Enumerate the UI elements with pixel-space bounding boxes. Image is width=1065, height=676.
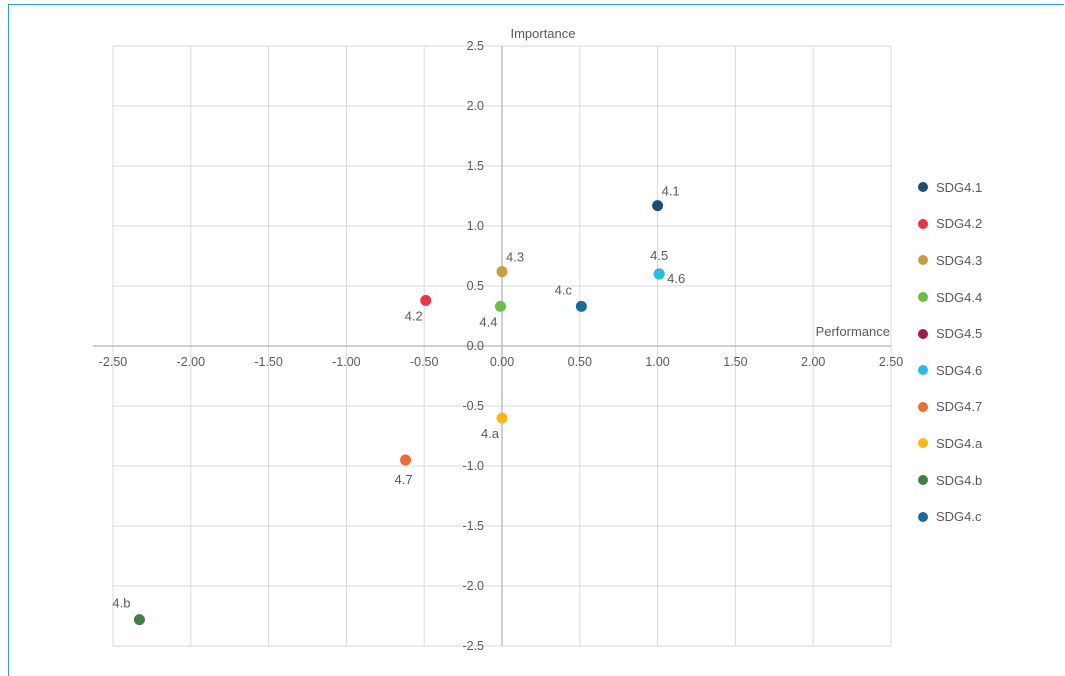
data-point-sdg4-6 bbox=[653, 268, 665, 280]
legend-item-sdg4-1: SDG4.1 bbox=[918, 169, 982, 206]
y-tick-label: 1.0 bbox=[467, 219, 484, 233]
legend-item-sdg4-4: SDG4.4 bbox=[918, 279, 982, 316]
legend-swatch bbox=[918, 438, 928, 449]
legend-label: SDG4.6 bbox=[936, 362, 983, 378]
legend-label: SDG4.c bbox=[936, 509, 982, 525]
data-point-sdg4-7 bbox=[400, 454, 412, 466]
legend-swatch bbox=[918, 511, 928, 522]
y-tick-label: -2.5 bbox=[462, 639, 484, 653]
point-label-sdg4-6: 4.6 bbox=[667, 271, 685, 286]
point-label-sdg4-b: 4.b bbox=[112, 596, 130, 611]
legend-swatch bbox=[918, 255, 928, 266]
x-tick-label: 2.50 bbox=[879, 355, 903, 369]
x-tick-label: -0.50 bbox=[410, 355, 439, 369]
point-label-sdg4-4: 4.4 bbox=[479, 314, 497, 329]
legend-swatch bbox=[918, 328, 928, 339]
axes bbox=[93, 46, 891, 646]
legend-item-sdg4-7: SDG4.7 bbox=[918, 389, 982, 426]
data-point-sdg4-1 bbox=[652, 200, 664, 212]
x-tick-label: 2.00 bbox=[801, 355, 825, 369]
chart-frame bbox=[8, 4, 1064, 676]
data-point-sdg4-3 bbox=[496, 266, 508, 278]
legend-label: SDG4.b bbox=[936, 472, 983, 488]
y-tick-label: -2.0 bbox=[462, 579, 484, 593]
data-point-sdg4-b bbox=[133, 614, 145, 626]
x-tick-label: 1.50 bbox=[723, 355, 747, 369]
point-label-sdg4-7: 4.7 bbox=[394, 472, 412, 487]
x-tick-label: -1.50 bbox=[254, 355, 283, 369]
y-tick-label: 0.0 bbox=[467, 339, 484, 353]
legend-label: SDG4.4 bbox=[936, 289, 983, 305]
legend-item-sdg4-b: SDG4.b bbox=[918, 462, 982, 499]
x-tick-label: 1.00 bbox=[645, 355, 669, 369]
legend-item-sdg4-a: SDG4.a bbox=[918, 425, 982, 462]
legend-swatch bbox=[918, 401, 928, 412]
legend-item-sdg4-3: SDG4.3 bbox=[918, 242, 982, 279]
y-axis-label: Importance bbox=[510, 26, 575, 41]
legend-swatch bbox=[918, 182, 928, 193]
y-tick-label: -0.5 bbox=[462, 399, 484, 413]
legend-item-sdg4-c: SDG4.c bbox=[918, 498, 982, 535]
x-tick-label: 0.50 bbox=[568, 355, 592, 369]
y-tick-label: 0.5 bbox=[467, 279, 484, 293]
data-point-sdg4-4 bbox=[494, 300, 506, 312]
legend-label: SDG4.1 bbox=[936, 179, 983, 195]
point-label-sdg4-5: 4.5 bbox=[650, 248, 668, 263]
point-label-sdg4-3: 4.3 bbox=[506, 250, 524, 265]
legend-label: SDG4.a bbox=[936, 435, 983, 451]
legend-label: SDG4.7 bbox=[936, 399, 983, 415]
data-point-sdg4-c bbox=[575, 300, 587, 312]
data-point-sdg4-a bbox=[496, 412, 508, 424]
legend-label: SDG4.5 bbox=[936, 326, 983, 342]
point-label-sdg4-1: 4.1 bbox=[662, 184, 680, 199]
point-label-sdg4-c: 4.c bbox=[555, 282, 573, 297]
legend-item-sdg4-6: SDG4.6 bbox=[918, 352, 982, 389]
point-labels: 4.1 4.2 4.3 4.4 4.5 4.6 4.7 4.a 4.b 4.c bbox=[112, 184, 685, 611]
x-axis-label: Performance bbox=[816, 324, 890, 339]
tick-labels: -2.50 -2.00 -1.50 -1.00 -0.50 0.00 0.50 1.00 1.5… bbox=[99, 39, 903, 653]
y-tick-label: -1.5 bbox=[462, 519, 484, 533]
y-tick-label: 2.0 bbox=[467, 99, 484, 113]
point-label-sdg4-2: 4.2 bbox=[405, 308, 423, 323]
x-tick-label: -2.00 bbox=[177, 355, 206, 369]
y-tick-label: 1.5 bbox=[467, 159, 484, 173]
legend: SDG4.1 SDG4.2 SDG4.3 SDG4.4 SDG4.5 SDG4.6 SDG4… bbox=[918, 169, 982, 535]
legend-swatch bbox=[918, 218, 928, 229]
data-points bbox=[133, 200, 665, 626]
y-tick-label: -1.0 bbox=[462, 459, 484, 473]
legend-swatch bbox=[918, 292, 928, 303]
x-tick-label: -1.00 bbox=[332, 355, 361, 369]
x-tick-label: 0.00 bbox=[490, 355, 514, 369]
legend-item-sdg4-5: SDG4.5 bbox=[918, 315, 982, 352]
legend-swatch bbox=[918, 365, 928, 376]
legend-item-sdg4-2: SDG4.2 bbox=[918, 206, 982, 243]
data-point-sdg4-2 bbox=[420, 294, 432, 306]
legend-label: SDG4.2 bbox=[936, 216, 983, 232]
point-label-sdg4-a: 4.a bbox=[481, 426, 500, 441]
x-tick-label: -2.50 bbox=[99, 355, 128, 369]
y-tick-label: 2.5 bbox=[467, 39, 484, 53]
legend-swatch bbox=[918, 475, 928, 486]
legend-label: SDG4.3 bbox=[936, 252, 983, 268]
